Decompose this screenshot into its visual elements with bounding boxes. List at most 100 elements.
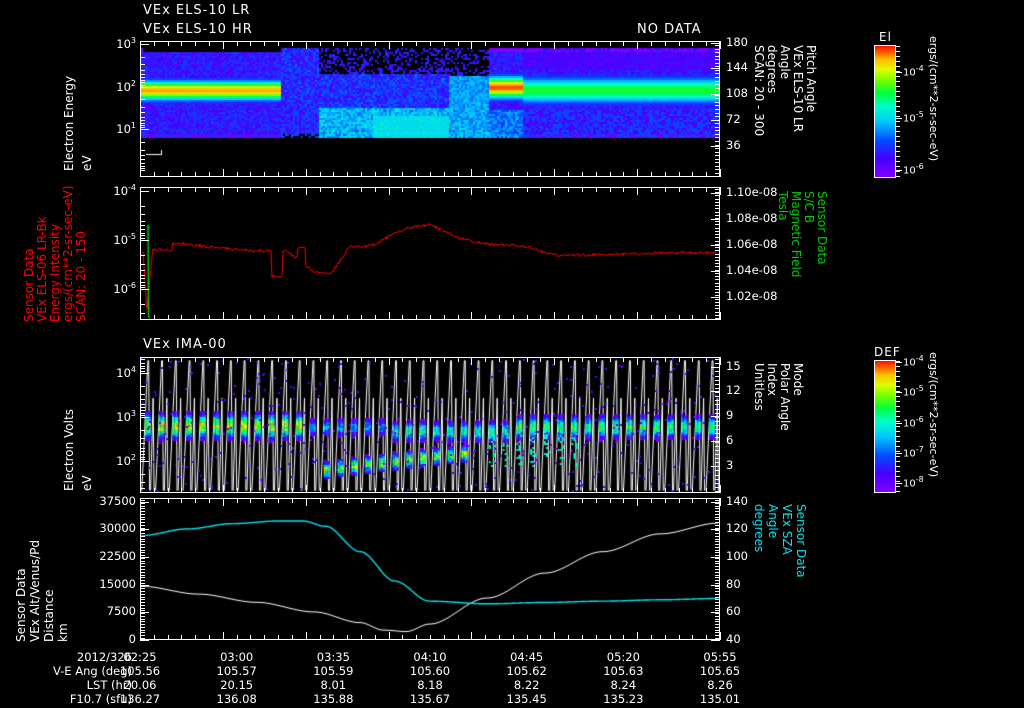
panel2-left-axis-title-line-3: ergs/(cm**2-sr-sec-eV): [61, 185, 75, 322]
axis-x-tick: [389, 485, 390, 493]
axis-minor-tick: [715, 483, 720, 484]
axis-tick-label: 7500: [106, 604, 136, 618]
axis-x-tick: [278, 315, 279, 320]
axis-x-tick: [513, 315, 514, 320]
axis-x-tick: [333, 357, 334, 362]
axis-x-tick: [540, 635, 541, 640]
axis-minor-tick: [715, 558, 720, 559]
colorbar-tick-label: 10-4: [903, 64, 924, 79]
axis-minor-tick: [715, 577, 720, 578]
axis-x-tick: [320, 187, 321, 192]
axis-x-tick: [444, 41, 445, 46]
axis-tick: [140, 289, 149, 290]
axis-x-tick: [402, 488, 403, 493]
axis-x-tick: [237, 315, 238, 320]
axis-minor-tick: [140, 552, 145, 553]
axis-minor-tick: [140, 57, 145, 58]
colorbar-tick-label: 10-6: [903, 415, 924, 430]
colorbar-minor-tick: [896, 91, 900, 92]
colorbar-minor-tick: [896, 371, 900, 372]
axis-minor-tick: [715, 113, 720, 114]
panel2-right-axis-title-line-0: Tesla: [776, 191, 790, 221]
axis-minor-tick: [140, 586, 145, 587]
axis-tick: [711, 219, 720, 220]
colorbar3-units: ergs/(cm**2-sr-sec-eV): [927, 352, 940, 478]
colorbar-minor-tick: [896, 66, 900, 67]
axis-minor-tick: [715, 583, 720, 584]
axis-minor-tick: [715, 127, 720, 128]
axis-minor-tick: [715, 511, 720, 512]
axis-x-tick: [499, 498, 500, 503]
bottom-value-r0-c6: 05:55: [703, 650, 737, 664]
axis-x-tick: [306, 498, 307, 506]
axis-x-tick: [623, 635, 624, 640]
axis-minor-tick: [140, 561, 145, 562]
axis-minor-tick: [715, 500, 720, 501]
axis-minor-tick: [715, 52, 720, 53]
colorbar-minor-tick: [896, 381, 900, 382]
colorbar-tick: [896, 118, 902, 119]
axis-x-tick: [168, 187, 169, 192]
axis-minor-tick: [140, 233, 145, 234]
axis-tick-label: 1.02e-08: [726, 289, 778, 303]
axis-x-tick: [306, 169, 307, 177]
axis-minor-tick: [140, 454, 145, 455]
axis-tick: [140, 502, 149, 503]
axis-minor-tick: [715, 169, 720, 170]
axis-x-tick: [458, 315, 459, 320]
colorbar-minor-tick: [896, 361, 900, 362]
axis-minor-tick: [140, 70, 145, 71]
axis-x-tick: [292, 41, 293, 46]
bottom-value-r0-c1: 03:00: [220, 650, 254, 664]
axis-x-tick: [679, 172, 680, 177]
axis-x-tick: [513, 635, 514, 640]
axis-minor-tick: [140, 74, 145, 75]
axis-minor-tick: [715, 602, 720, 603]
axis-minor-tick: [140, 359, 145, 360]
axis-minor-tick: [715, 425, 720, 426]
axis-tick-label: 104: [116, 365, 136, 380]
bottom-value-r1-c1: 105.57: [216, 664, 257, 678]
axis-tick-label: 6: [726, 433, 734, 447]
axis-x-tick: [237, 187, 238, 192]
axis-minor-tick: [140, 448, 145, 449]
axis-x-tick: [375, 357, 376, 362]
axis-minor-tick: [715, 530, 720, 531]
axis-minor-tick: [715, 517, 720, 518]
axis-tick: [711, 193, 720, 194]
axis-x-tick: [250, 187, 251, 192]
axis-x-tick: [361, 187, 362, 192]
axis-minor-tick: [140, 430, 145, 431]
axis-x-tick: [540, 41, 541, 46]
axis-minor-tick: [715, 260, 720, 261]
bottom-value-r0-c4: 04:45: [510, 650, 544, 664]
axis-minor-tick: [715, 318, 720, 319]
axis-x-tick: [610, 315, 611, 320]
axis-minor-tick: [140, 150, 145, 151]
axis-minor-tick: [715, 244, 720, 245]
axis-minor-tick: [140, 285, 145, 286]
colorbar-minor-tick: [896, 491, 900, 492]
axis-tick: [140, 240, 149, 241]
axis-tick-label: 60: [726, 604, 741, 618]
axis-minor-tick: [715, 388, 720, 389]
axis-minor-tick: [715, 212, 720, 213]
axis-x-tick: [292, 187, 293, 192]
axis-minor-tick: [140, 386, 145, 387]
bottom-value-r1-c6: 105.65: [699, 664, 741, 678]
colorbar-minor-tick: [896, 486, 900, 487]
axis-x-tick: [554, 498, 555, 506]
axis-x-tick: [499, 315, 500, 320]
axis-x-tick: [361, 498, 362, 503]
axis-tick-label: 108: [726, 86, 748, 100]
axis-minor-tick: [715, 638, 720, 639]
colorbar-minor-tick: [896, 386, 900, 387]
axis-x-tick: [596, 357, 597, 362]
axis-x-tick: [250, 498, 251, 503]
colorbar-tick-label: 10-7: [903, 445, 924, 460]
axis-x-tick: [499, 357, 500, 362]
axis-x-tick: [720, 632, 721, 640]
axis-x-tick: [596, 41, 597, 46]
axis-x-tick: [264, 488, 265, 493]
axis-minor-tick: [715, 487, 720, 488]
